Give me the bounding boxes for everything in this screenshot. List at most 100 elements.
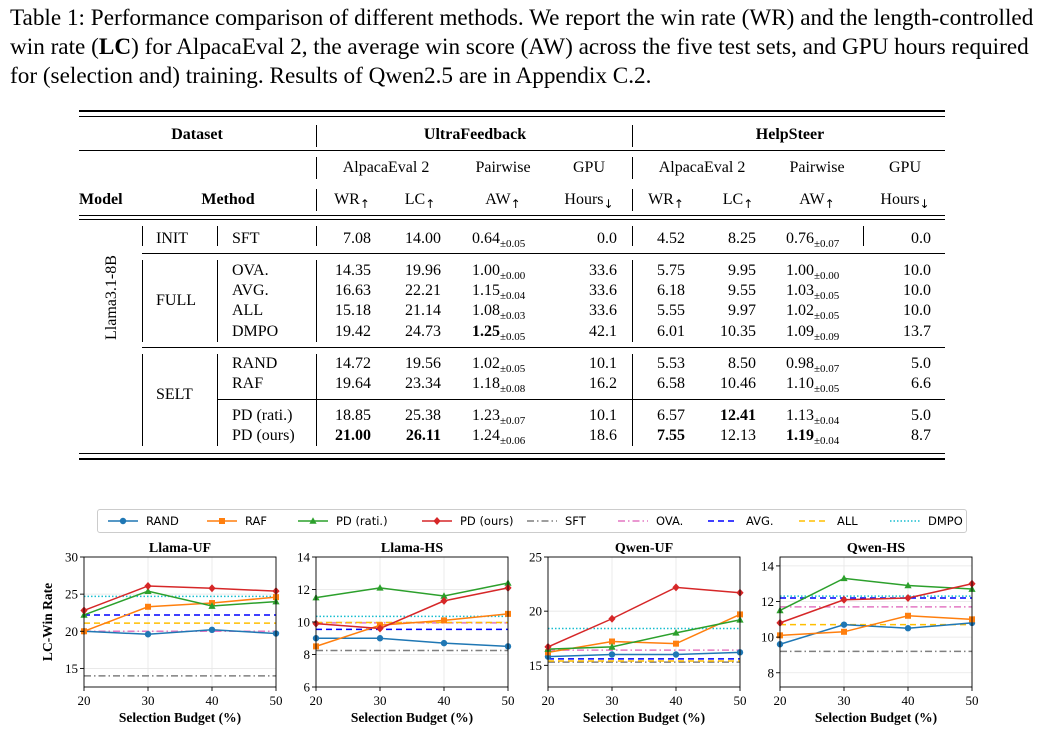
x-tick-label: 30 [838, 693, 851, 708]
cell-value: 0.0 [911, 230, 931, 247]
legend-label: RAF [245, 514, 268, 528]
x-tick-label: 50 [270, 693, 283, 708]
series-line-pd-rati [315, 582, 509, 599]
cell-value: 8.7 [911, 427, 931, 444]
data-point [145, 603, 151, 610]
cell-value: 1.25 [472, 323, 500, 340]
cell-value: 9.95 [728, 262, 756, 279]
data-point [904, 581, 912, 589]
data-point [376, 584, 384, 591]
cell-value: 14.00 [405, 230, 441, 247]
cell-uf-aw: 1.02±0.05 [472, 354, 525, 375]
header-bottom-rule-2 [79, 219, 945, 220]
header-method: Method [201, 191, 255, 208]
cell-value: 1.02 [472, 355, 500, 372]
cell-value: 5.53 [657, 355, 685, 372]
cell-value: 1.08 [472, 302, 500, 319]
header-aw-hs: AW↑ [799, 190, 835, 211]
data-point [840, 621, 848, 628]
up-arrow-icon: ↑ [743, 197, 754, 211]
cell-uf-aw: 1.15±0.04 [472, 281, 525, 302]
cell-value: 1.00 [472, 262, 500, 279]
series-line-raf [547, 613, 741, 654]
series-line-rand [316, 637, 509, 648]
cell-value: 16.63 [335, 282, 371, 299]
data-point [144, 587, 152, 594]
cell-std: ±0.03 [500, 310, 526, 322]
cell-value: 13.7 [903, 323, 931, 340]
cell-method: RAF [232, 374, 263, 393]
up-arrow-icon: ↑ [673, 197, 684, 211]
header-gpu-hs: GPU [888, 159, 922, 176]
cell-method: OVA. [232, 261, 269, 280]
cell-uf-aw: 1.18±0.08 [472, 374, 525, 395]
header-alpaca-uf: AlpacaEval 2 [342, 159, 430, 176]
cell-value: 21.14 [405, 302, 441, 319]
cell-uf-wr: 16.63 [335, 281, 371, 300]
data-point [841, 628, 847, 635]
vrule [316, 260, 317, 342]
cell-hs-gpu: 5.0 [911, 354, 931, 373]
header-pairwise-hs: Pairwise [789, 159, 845, 176]
down-arrow-icon: ↓ [919, 197, 930, 211]
subgroup-rule [218, 399, 945, 400]
cell-value: 22.21 [405, 282, 441, 299]
cell-value: 23.34 [405, 375, 441, 392]
vrule [316, 125, 317, 147]
cell-std: ±0.05 [500, 238, 526, 250]
series-line-pd-ours [315, 587, 509, 630]
x-tick-label: 40 [670, 693, 683, 708]
cell-value: 6.18 [657, 282, 685, 299]
header-bottom-rule [79, 215, 945, 216]
legend-label: ALL [837, 514, 858, 528]
cell-uf-gpu: 10.1 [589, 354, 617, 373]
cell-hs-lc: 10.35 [720, 322, 756, 341]
cell-hs-lc: 12.13 [720, 426, 756, 445]
cell-hs-gpu: 0.0 [911, 229, 931, 248]
legend-swatch-icon [422, 517, 452, 525]
table-caption: Table 1: Performance comparison of diffe… [10, 4, 1050, 91]
header-hours-uf: Hours↓ [564, 190, 613, 211]
x-tick-label: 20 [542, 693, 555, 708]
cell-std: ±0.08 [500, 383, 526, 395]
cell-uf-wr: 14.72 [335, 354, 371, 373]
cell-hs-aw: 1.02±0.05 [786, 301, 839, 322]
legend-entry-rand: RAND [106, 510, 179, 532]
cell-uf-aw: 1.23±0.07 [472, 406, 525, 427]
up-arrow-icon: ↑ [824, 197, 835, 211]
cell-hs-wr: 5.53 [657, 354, 685, 373]
up-arrow-icon: ↑ [425, 197, 436, 211]
header-lc-uf: LC↑ [405, 190, 436, 211]
legend-swatch-icon [527, 520, 557, 522]
caption-text-2: ) for AlpacaEval 2, the average win scor… [10, 34, 1029, 89]
header-model: Model [79, 191, 123, 208]
y-tick-label: 10 [297, 615, 310, 630]
cell-hs-gpu: 10.0 [903, 281, 931, 300]
cell-value: 14.35 [335, 262, 371, 279]
legend-label: PD (rati.) [336, 514, 388, 528]
cell-value: 8.25 [728, 230, 756, 247]
data-point [440, 596, 448, 605]
group-init: INIT [156, 230, 188, 247]
cell-method: ALL [232, 301, 263, 320]
y-tick-label: 20 [529, 604, 542, 619]
cell-value: 1.18 [472, 375, 500, 392]
header-wr-uf: WR↑ [334, 190, 370, 211]
x-tick-label: 30 [374, 693, 387, 708]
cell-hs-aw: 1.13±0.04 [786, 406, 839, 427]
chart-legend: RAND RAF PD (rati.) PD (ours) SFT OVA. AVG. ALL… [97, 509, 967, 533]
header-lc-hs: LC↑ [723, 190, 754, 211]
legend-label: OVA. [656, 514, 684, 528]
chart-panel-qwen-hs: 20 30 40 50 8 10 12 14 Qwen-HS Selection Budget (… [761, 541, 979, 725]
cell-uf-lc: 26.11 [406, 426, 441, 445]
series-line-pd-rati [547, 619, 741, 650]
y-tick-label: 15 [529, 658, 542, 673]
cell-std: ±0.00 [814, 270, 840, 282]
header-rule-1 [79, 150, 945, 151]
legend-entry-all: ALL [797, 510, 858, 532]
chart-panel-llama-uf: 20 30 40 50 15 20 25 30 Llama-UF Selection Budget… [40, 541, 283, 725]
cell-value: 1.00 [786, 262, 814, 279]
data-point [904, 625, 912, 632]
cell-hs-lc: 10.46 [720, 374, 756, 393]
series-line-raf [779, 615, 973, 637]
